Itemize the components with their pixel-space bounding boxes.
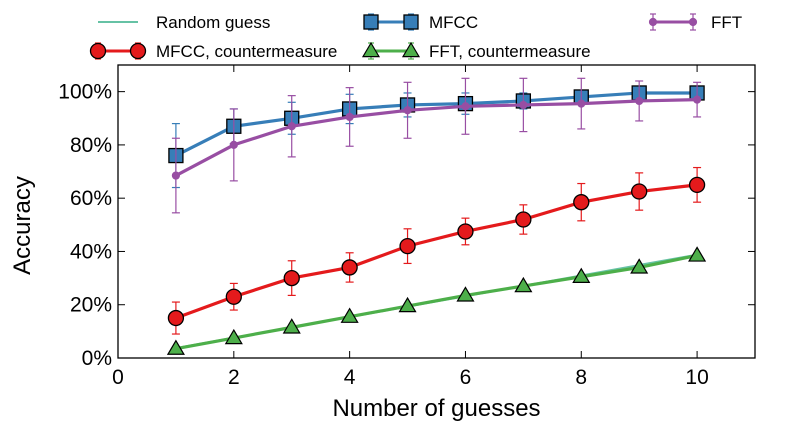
y-tick-label: 80% [70,134,112,157]
mfcc-countermeasure-point [167,309,185,327]
legend-mfcc-label: MFCC [429,13,478,32]
fft-line [175,98,698,177]
fft-point [345,112,354,122]
plot-area: 0 2 4 6 8 100%20%40%60%80%100%Number of guess… [9,64,756,422]
fft-countermeasure-point [688,246,707,262]
x-tick-label: 10 [685,366,708,389]
fft-countermeasure-point [456,286,475,302]
x-tick-label: 8 [575,366,587,389]
legend-mfcc-countermeasure-marker [89,42,107,60]
fft-countermeasure-point [224,328,243,345]
legend-fft-countermeasure-marker [401,41,421,58]
plot-frame [117,64,756,359]
y-tick-label: 20% [70,294,112,317]
legend-fft-countermeasure-marker [361,41,381,58]
fft-countermeasure-point [340,307,359,323]
mfcc-countermeasure-point [515,211,532,228]
fft-countermeasure-line [175,253,698,351]
legend-mfcc-countermeasure-label: MFCC, countermeasure [156,42,337,61]
fft-countermeasure-point [572,267,591,283]
fft-point [461,102,470,111]
x-tick-label: 6 [460,366,472,389]
fft-point [171,171,181,180]
fft-point [519,100,528,110]
y-axis-title: Accuracy [9,176,36,275]
mfcc-countermeasure-point [225,288,242,305]
fft-point [692,95,702,104]
mfcc-countermeasure-line [175,183,698,320]
y-tick-label: 40% [70,240,112,263]
mfcc-countermeasure-point [573,194,590,211]
legend-fft-marker [688,17,698,27]
legend: Random guess MFCC FFT MFCC, countermeasure F… [89,13,742,61]
x-axis-title: Number of guesses [332,395,540,422]
fft-countermeasure-point [630,258,649,274]
mfcc-line [175,91,698,157]
legend-fft-countermeasure-label: FFT, countermeasure [429,42,591,61]
fft-countermeasure-point [282,318,301,334]
fft-point [287,122,296,131]
mfcc-countermeasure-point [688,176,706,194]
legend-fft-marker [648,17,658,27]
fft-countermeasure-point [166,339,185,355]
fft-point [403,106,412,115]
fft-countermeasure-point [514,276,533,293]
legend-fft-label: FFT [711,13,742,32]
mfcc-countermeasure-point [399,237,416,255]
x-tick-label: 2 [228,366,240,389]
fft-point [635,96,644,106]
fft-point [229,140,238,150]
legend-mfcc-countermeasure-marker [129,42,147,60]
y-tick-label: 0% [82,347,112,370]
y-tick-label: 100% [58,81,112,104]
fft-point [577,99,586,108]
mfcc-countermeasure-point [341,259,358,276]
legend-mfcc-marker [403,14,419,30]
mfcc-countermeasure-point [631,183,648,200]
mfcc-countermeasure-point [283,269,300,287]
fft-countermeasure-point [398,296,417,313]
x-tick-label: 0 [112,366,124,389]
y-tick-label: 60% [70,187,112,210]
x-tick-label: 4 [344,366,356,389]
legend-random-guess-label: Random guess [156,13,270,32]
mfcc-countermeasure-point [457,223,474,240]
legend-mfcc-marker [363,14,379,30]
